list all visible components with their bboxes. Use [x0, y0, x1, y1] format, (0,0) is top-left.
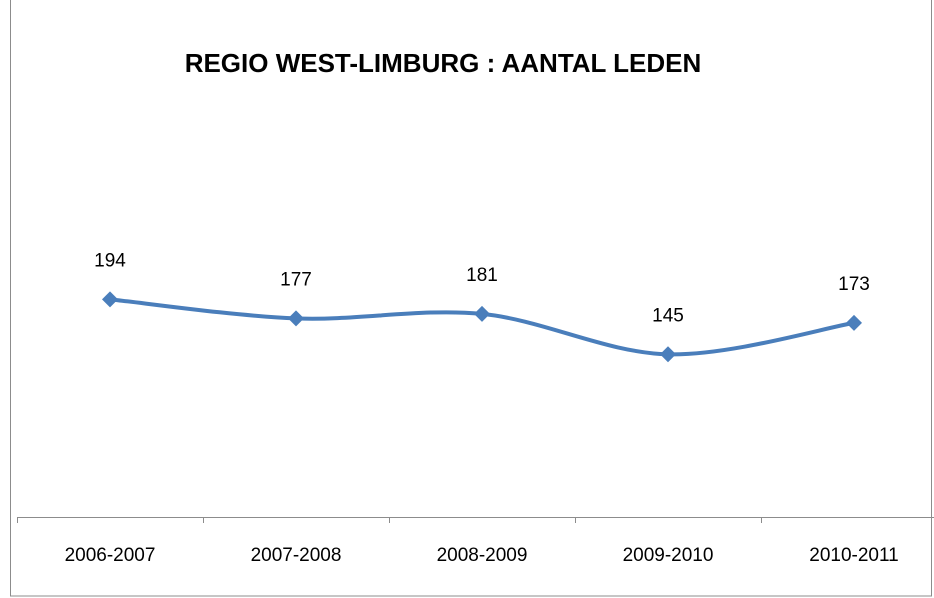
data-marker [288, 310, 304, 327]
data-label: 173 [838, 274, 870, 295]
x-tick-label: 2010-2011 [809, 545, 898, 566]
x-tick-label: 2008-2009 [437, 545, 528, 566]
data-marker [660, 346, 676, 363]
x-tick-label: 2006-2007 [65, 545, 156, 566]
data-marker [474, 305, 490, 322]
data-label: 145 [652, 305, 684, 326]
chart-frame [10, 0, 932, 597]
data-marker [102, 291, 118, 308]
x-tick-label: 2007-2008 [251, 545, 342, 566]
data-label: 177 [280, 269, 312, 290]
chart-title: REGIO WEST-LIMBURG : AANTAL LEDEN [185, 48, 702, 78]
data-label: 181 [466, 265, 498, 286]
data-label: 194 [94, 250, 126, 271]
x-tick-label: 2009-2010 [623, 545, 714, 566]
data-marker [846, 314, 862, 331]
